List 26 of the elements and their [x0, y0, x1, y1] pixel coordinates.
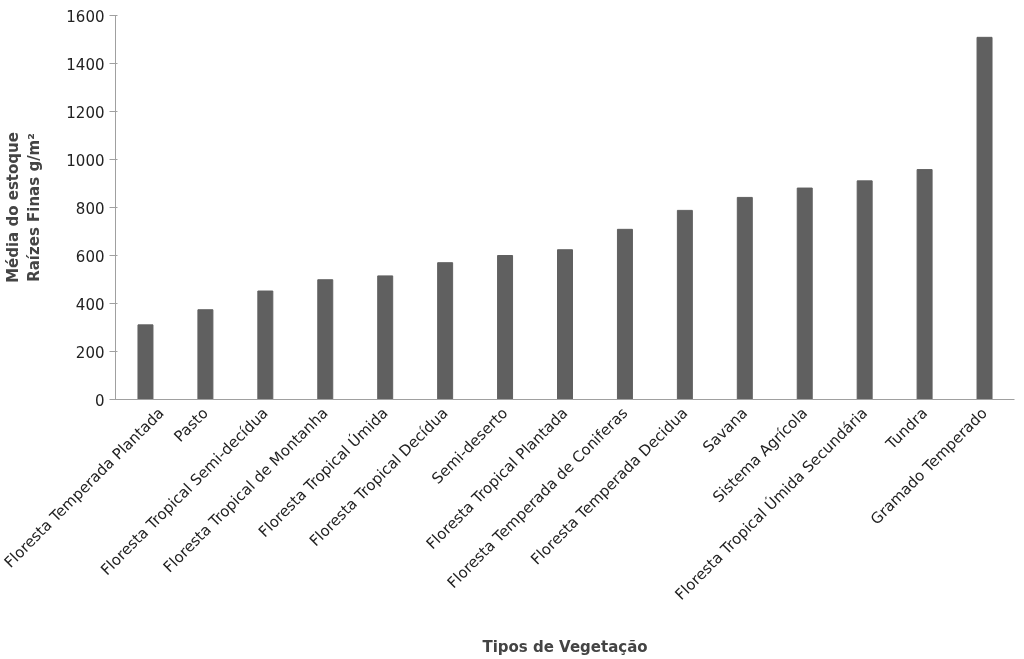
y-tick-label: 1600	[66, 7, 105, 26]
y-tick-label: 400	[75, 295, 105, 314]
bar	[437, 262, 454, 400]
bar	[137, 324, 154, 400]
y-tick-label: 1200	[66, 103, 105, 122]
y-tick-label: 0	[94, 391, 105, 410]
bar	[796, 187, 813, 400]
bar	[676, 209, 693, 400]
y-tick-label: 800	[75, 199, 105, 218]
bar	[856, 180, 873, 400]
bar	[257, 290, 274, 400]
bar	[976, 36, 993, 400]
bar	[916, 169, 933, 400]
bar	[377, 275, 394, 400]
bar	[557, 249, 573, 400]
x-axis-title: Tipos de Vegetação	[482, 638, 648, 657]
y-tick-label: 1400	[66, 55, 105, 74]
bar	[497, 255, 514, 400]
y-tick-label: 600	[75, 247, 105, 266]
bar	[736, 196, 753, 400]
y-tick-label: 200	[75, 343, 105, 362]
bar	[197, 309, 214, 400]
y-tick-label: 1000	[66, 151, 105, 170]
bar	[317, 279, 334, 400]
y-axis-title: Média do estoque Raízes Finas g/m²	[3, 132, 44, 283]
bar	[616, 228, 633, 400]
